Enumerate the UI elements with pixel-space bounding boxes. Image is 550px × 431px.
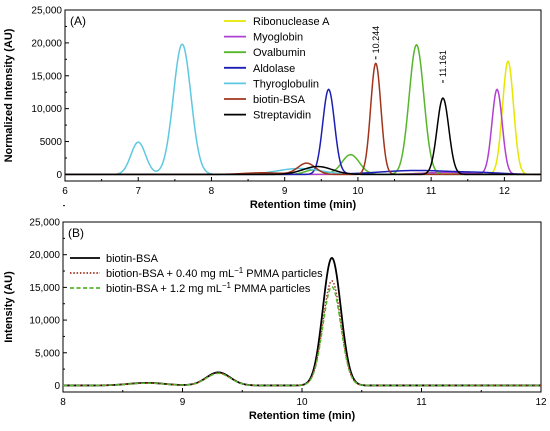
legend: Ribonuclease A Myoglobin Ovalbumin Aldolase…: [224, 16, 330, 122]
y-tick-label: 25,000: [29, 218, 60, 229]
legend-label-part: PMMA particles: [234, 283, 311, 295]
y-tick-label: 10,000: [31, 104, 62, 115]
legend-label: biotin-BSA: [106, 253, 159, 265]
y-tick-label: 20,000: [29, 250, 60, 261]
y-tick-label: 15,000: [31, 71, 62, 82]
y-tick-label: 0: [56, 170, 62, 181]
legend-label: Thyroglobulin: [253, 78, 319, 90]
panel-a: 0 5000 10,000 15,000 20,000 25,000 6 7 8 9 10 11 12 R…: [3, 6, 542, 211]
x-tick-label: 8: [60, 397, 66, 408]
series-line: [63, 280, 541, 387]
x-tick-label: 11: [426, 186, 437, 197]
y-tick-label: 25,000: [31, 6, 62, 17]
panel-b: 0 5,000 10,000 15,000 20,000 25,000 8 9 10 11 12 Re…: [3, 205, 547, 422]
x-tick-label: 11: [416, 397, 427, 408]
x-tick-label: 10: [296, 397, 308, 408]
x-axis-label: Retention time (min): [249, 410, 356, 422]
legend-label: Aldolase: [253, 63, 295, 75]
peak-annotation: 10.244: [371, 26, 381, 54]
x-tick-label: 12: [535, 397, 547, 408]
legend-label: biotin-BSA: [253, 94, 306, 106]
y-tick-label: 15,000: [29, 283, 60, 294]
y-tick-label: 0: [54, 381, 60, 392]
x-tick-label: 12: [499, 186, 511, 197]
x-tick-label: 6: [62, 186, 68, 197]
legend-label: biotion-BSA + 0.40 mg mL−1 PMMA particles: [106, 266, 323, 280]
x-tick-label: 9: [180, 397, 186, 408]
y-tick-label: 5000: [40, 137, 63, 148]
y-axis-label: Normalized Intensity (AU): [3, 28, 15, 162]
plot-frame: [64, 9, 542, 182]
panel-label: (B): [68, 226, 84, 240]
legend-label: biotin-BSA + 1.2 mg mL−1 PMMA particles: [106, 281, 311, 295]
legend-label: Myoglobin: [253, 32, 303, 44]
y-tick-label: 10,000: [29, 316, 60, 327]
x-tick-label: 8: [209, 186, 215, 197]
series-line: [65, 97, 541, 176]
series-line: [63, 286, 541, 387]
legend-label: Ribonuclease A: [253, 16, 330, 28]
y-tick-label: 5,000: [35, 348, 60, 359]
plot-frame: [62, 221, 542, 393]
legend-label: Ovalbumin: [253, 47, 306, 59]
legend-label-part: PMMA particles: [246, 268, 323, 280]
legend-label-part: biotin-BSA + 1.2 mg mL: [106, 283, 222, 295]
x-tick-label: 10: [352, 186, 364, 197]
peak-annotation: 11.161: [438, 50, 448, 77]
legend-label-superscript: −1: [222, 281, 232, 290]
legend-label-part: biotion-BSA + 0.40 mg mL: [106, 268, 234, 280]
y-tick-label: 20,000: [31, 38, 62, 49]
legend-label-superscript: −1: [234, 266, 244, 275]
x-tick-label: 9: [282, 186, 288, 197]
panel-label: (A): [70, 14, 86, 28]
x-tick-label: 7: [135, 186, 141, 197]
y-axis-label: Intensity (AU): [3, 271, 15, 343]
legend-label: Streptavidin: [253, 110, 311, 122]
x-axis-label: Retention time (min): [250, 199, 357, 211]
